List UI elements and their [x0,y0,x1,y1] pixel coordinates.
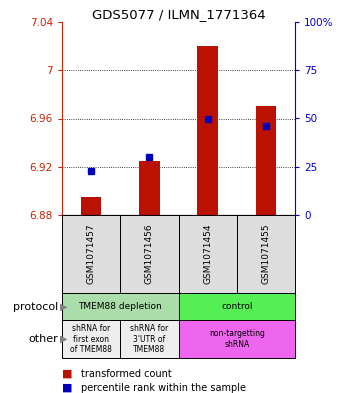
Text: ▶: ▶ [60,334,68,344]
Bar [139,161,159,215]
Bar [237,215,295,293]
Bar [178,293,295,320]
Text: control: control [221,302,253,311]
Text: protocol: protocol [13,301,58,312]
Text: GSM1071454: GSM1071454 [203,224,212,284]
Text: percentile rank within the sample: percentile rank within the sample [81,383,246,393]
Bar [178,215,237,293]
Title: GDS5077 / ILMN_1771364: GDS5077 / ILMN_1771364 [92,8,265,21]
Text: TMEM88 depletion: TMEM88 depletion [79,302,162,311]
Text: transformed count: transformed count [81,369,171,379]
Bar [62,215,120,293]
Bar [81,197,101,215]
Text: ▶: ▶ [60,301,68,312]
Text: ■: ■ [62,369,72,379]
Text: other: other [29,334,58,344]
Text: ■: ■ [62,383,72,393]
Bar [256,107,276,215]
Bar [120,320,178,358]
Text: non-targetting
shRNA: non-targetting shRNA [209,329,265,349]
Text: GSM1071456: GSM1071456 [145,224,154,284]
Text: shRNA for
first exon
of TMEM88: shRNA for first exon of TMEM88 [70,324,112,354]
Bar [198,46,218,215]
Bar [178,320,295,358]
Bar [62,293,178,320]
Text: GSM1071457: GSM1071457 [87,224,96,284]
Text: GSM1071455: GSM1071455 [261,224,270,284]
Text: shRNA for
3'UTR of
TMEM88: shRNA for 3'UTR of TMEM88 [130,324,169,354]
Bar [120,215,178,293]
Bar [62,320,120,358]
